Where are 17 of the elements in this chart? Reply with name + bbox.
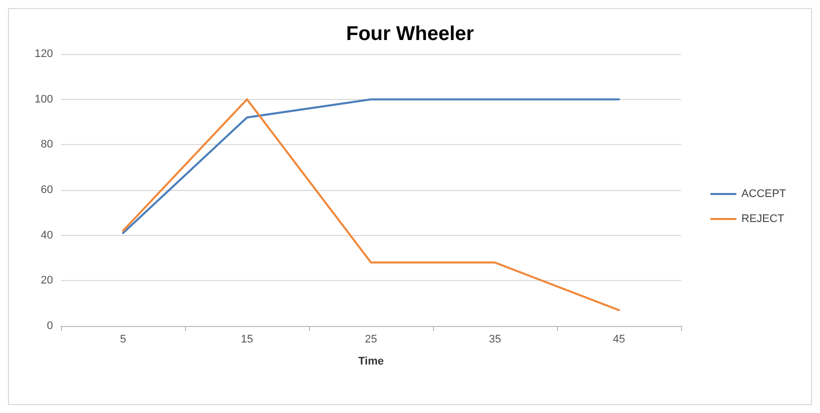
y-tick-label: 120	[34, 48, 53, 60]
y-tick-label: 0	[46, 320, 53, 332]
line-series	[122, 98, 620, 312]
x-tick-label: 45	[612, 334, 626, 346]
y-tick-label: 40	[40, 229, 53, 242]
x-tick-label: 25	[364, 334, 378, 346]
legend-label: ACCEPT	[741, 188, 786, 200]
x-tick-label: 5	[120, 334, 126, 346]
x-axis-title: Time	[358, 356, 384, 368]
y-tick-label: 60	[40, 184, 53, 196]
x-tick-label: 15	[240, 334, 254, 346]
y-tick-label: 100	[34, 93, 53, 106]
legend-label: REJECT	[741, 213, 784, 225]
y-tick-label: 20	[40, 274, 53, 287]
x-tick-label: 35	[488, 334, 502, 346]
y-tick-label: 80	[40, 138, 53, 151]
chart-title: Four Wheeler	[346, 23, 474, 45]
